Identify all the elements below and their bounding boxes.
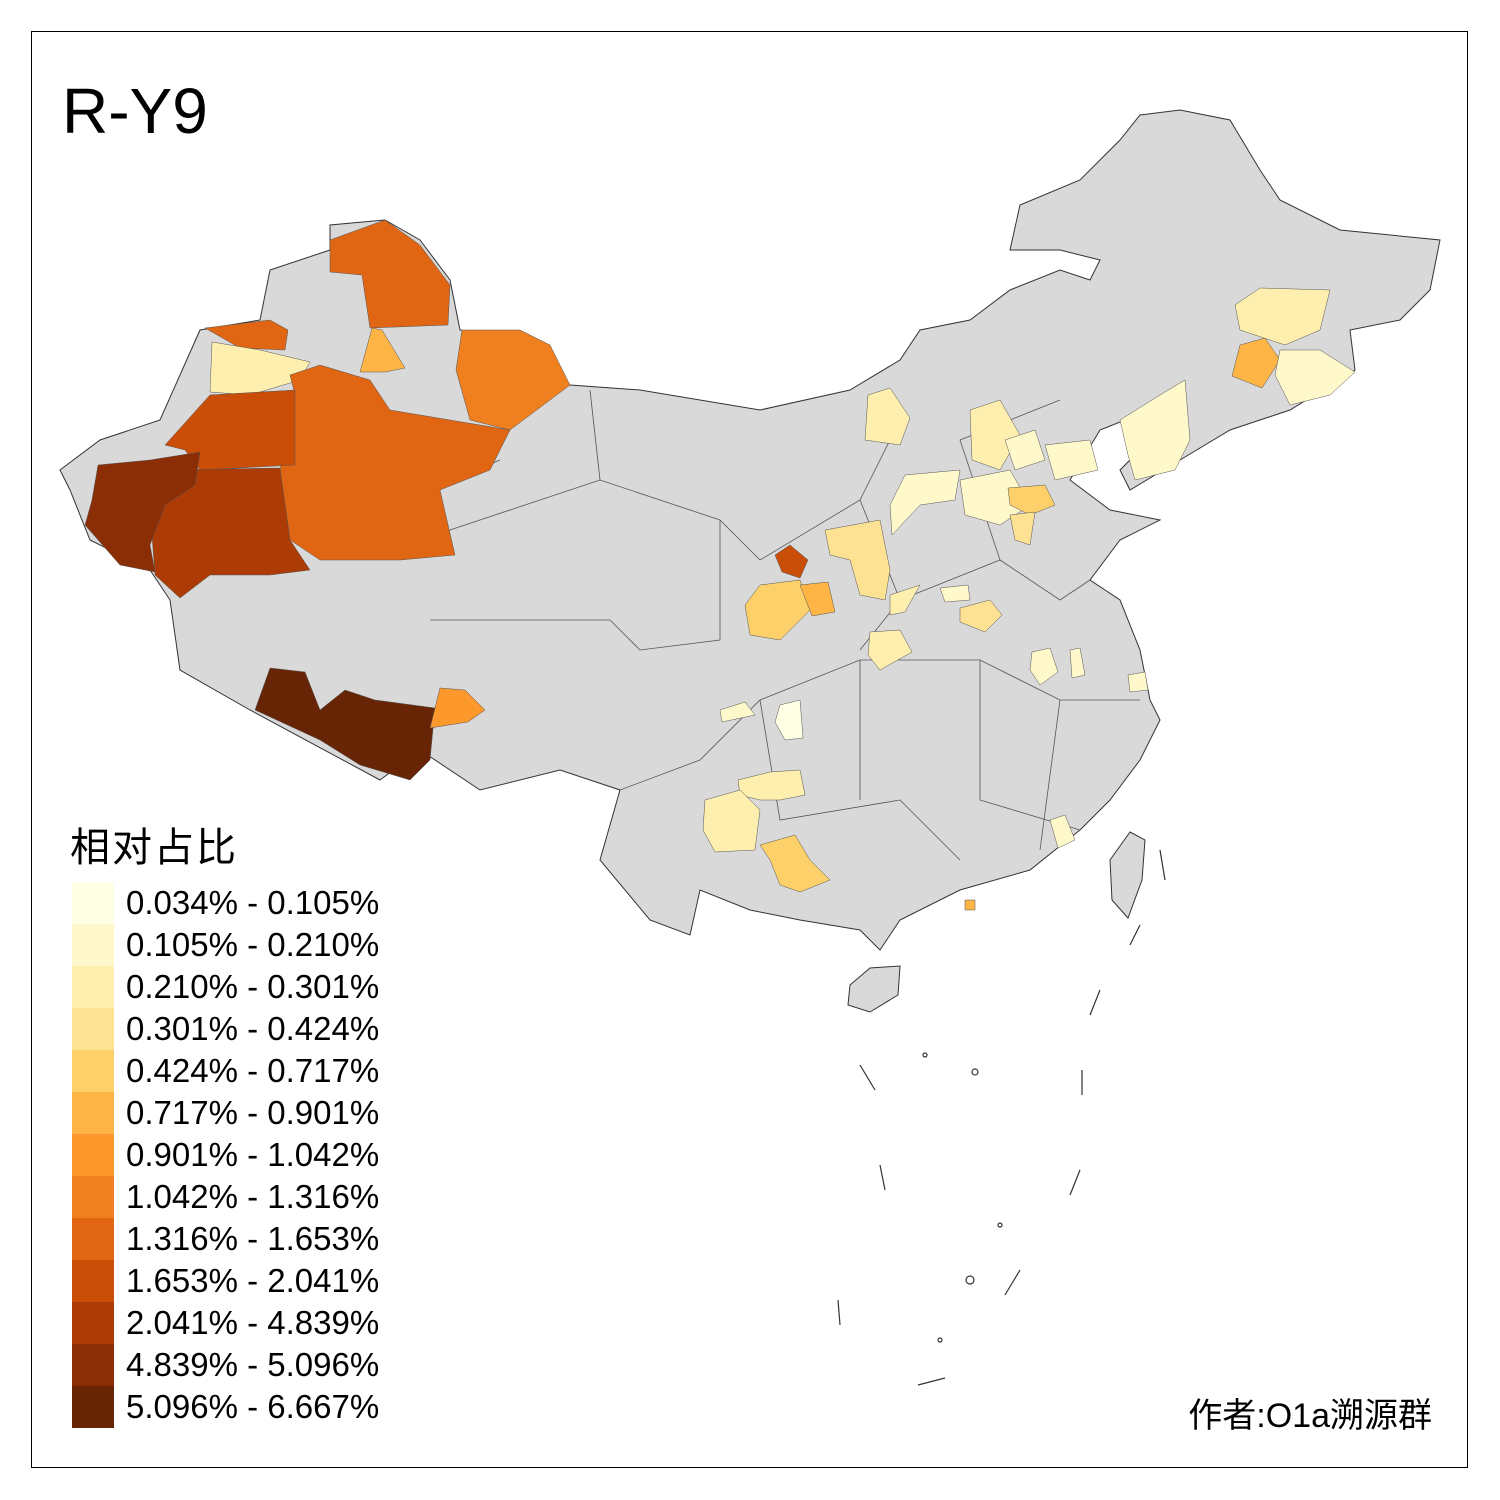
legend-swatch bbox=[72, 966, 114, 1008]
taiwan-island bbox=[1109, 831, 1146, 919]
legend-swatch bbox=[72, 1386, 114, 1428]
region-altay bbox=[329, 219, 451, 329]
region-yunnan-c bbox=[759, 834, 831, 893]
legend-label: 1.653% - 2.041% bbox=[126, 1262, 380, 1299]
region-hotan bbox=[149, 467, 311, 599]
legend-label: 4.839% - 5.096% bbox=[126, 1346, 380, 1383]
legend-label: 0.210% - 0.301% bbox=[126, 968, 380, 1005]
region-shigatse bbox=[254, 667, 436, 781]
map-frame bbox=[31, 31, 1468, 1468]
region-tianjin bbox=[1044, 439, 1099, 481]
legend-swatch bbox=[72, 1134, 114, 1176]
legend-swatch bbox=[72, 1260, 114, 1302]
author-credit: 作者:O1a溯源群 bbox=[1188, 1397, 1432, 1435]
legend-label: 1.316% - 1.653% bbox=[126, 1220, 380, 1257]
region-yanbian bbox=[1274, 349, 1356, 406]
legend-swatch bbox=[72, 1008, 114, 1050]
legend-swatch bbox=[72, 1344, 114, 1386]
legend-label: 1.042% - 1.316% bbox=[126, 1178, 380, 1215]
region-aksu bbox=[164, 389, 296, 471]
region-shanxi-n bbox=[889, 469, 961, 536]
region-tacheng bbox=[204, 319, 289, 351]
region-henan-a bbox=[939, 584, 971, 603]
legend-item: 0.424% - 0.717% bbox=[72, 1050, 379, 1092]
legend-item: 0.301% - 0.424% bbox=[72, 1008, 379, 1050]
region-nyingchi bbox=[429, 687, 486, 729]
legend-swatch bbox=[72, 882, 114, 924]
region-hubei bbox=[867, 629, 913, 671]
region-shanxi-s bbox=[889, 584, 921, 616]
hainan-island bbox=[847, 965, 901, 1013]
legend-item: 2.041% - 4.839% bbox=[72, 1302, 379, 1344]
region-hebei-orange bbox=[1007, 484, 1056, 516]
legend-swatch bbox=[72, 1050, 114, 1092]
region-jilin-north bbox=[1234, 287, 1331, 346]
legend-label: 2.041% - 4.839% bbox=[126, 1304, 380, 1341]
legend: 0.034% - 0.105% 0.105% - 0.210% 0.210% -… bbox=[72, 882, 379, 1428]
legend-item: 1.316% - 1.653% bbox=[72, 1218, 379, 1260]
region-henan-b bbox=[959, 599, 1003, 633]
south-china-sea-islands bbox=[837, 849, 1166, 1386]
legend-swatch bbox=[72, 1218, 114, 1260]
legend-label: 0.717% - 0.901% bbox=[126, 1094, 380, 1131]
region-anhui-b bbox=[1069, 647, 1086, 679]
region-changji bbox=[359, 327, 406, 373]
legend-item: 4.839% - 5.096% bbox=[72, 1344, 379, 1386]
legend-swatch bbox=[72, 924, 114, 966]
region-beijing bbox=[1004, 429, 1046, 471]
region-anhui-a bbox=[1029, 647, 1059, 686]
region-liaoning bbox=[1119, 379, 1191, 481]
region-sichuan-b bbox=[774, 699, 804, 741]
region-shaanxi bbox=[824, 519, 891, 601]
region-innermongolia bbox=[864, 387, 911, 446]
legend-item: 5.096% - 6.667% bbox=[72, 1386, 379, 1428]
legend-label: 0.424% - 0.717% bbox=[126, 1052, 380, 1089]
legend-label: 0.034% - 0.105% bbox=[126, 884, 380, 921]
legend-label: 5.096% - 6.667% bbox=[126, 1388, 380, 1425]
region-gansu-a bbox=[744, 579, 811, 641]
region-shanghai bbox=[1127, 671, 1149, 693]
region-hebei-s bbox=[1009, 511, 1036, 546]
legend-label: 0.105% - 0.210% bbox=[126, 926, 380, 963]
colored-regions bbox=[84, 219, 1356, 911]
legend-label: 0.901% - 1.042% bbox=[126, 1136, 380, 1173]
region-fujian bbox=[1049, 814, 1076, 849]
legend-item: 0.034% - 0.105% bbox=[72, 882, 379, 924]
map-title: R-Y9 bbox=[62, 75, 208, 147]
region-kashgar bbox=[84, 451, 201, 573]
region-sichuan-a bbox=[719, 701, 756, 723]
region-jilin-orange bbox=[1231, 337, 1281, 389]
region-yunnan-b bbox=[702, 789, 761, 853]
legend-item: 1.653% - 2.041% bbox=[72, 1260, 379, 1302]
region-gansu-dark bbox=[774, 544, 809, 579]
legend-item: 0.105% - 0.210% bbox=[72, 924, 379, 966]
legend-swatch bbox=[72, 1176, 114, 1218]
legend-swatch bbox=[72, 1092, 114, 1134]
region-hami bbox=[455, 329, 571, 431]
legend-title: 相对占比 bbox=[70, 826, 238, 870]
legend-item: 0.210% - 0.301% bbox=[72, 966, 379, 1008]
legend-label: 0.301% - 0.424% bbox=[126, 1010, 380, 1047]
region-gansu-b bbox=[799, 581, 836, 617]
legend-item: 1.042% - 1.316% bbox=[72, 1176, 379, 1218]
region-guangdong bbox=[964, 899, 976, 911]
legend-item: 0.717% - 0.901% bbox=[72, 1092, 379, 1134]
legend-swatch bbox=[72, 1302, 114, 1344]
legend-item: 0.901% - 1.042% bbox=[72, 1134, 379, 1176]
